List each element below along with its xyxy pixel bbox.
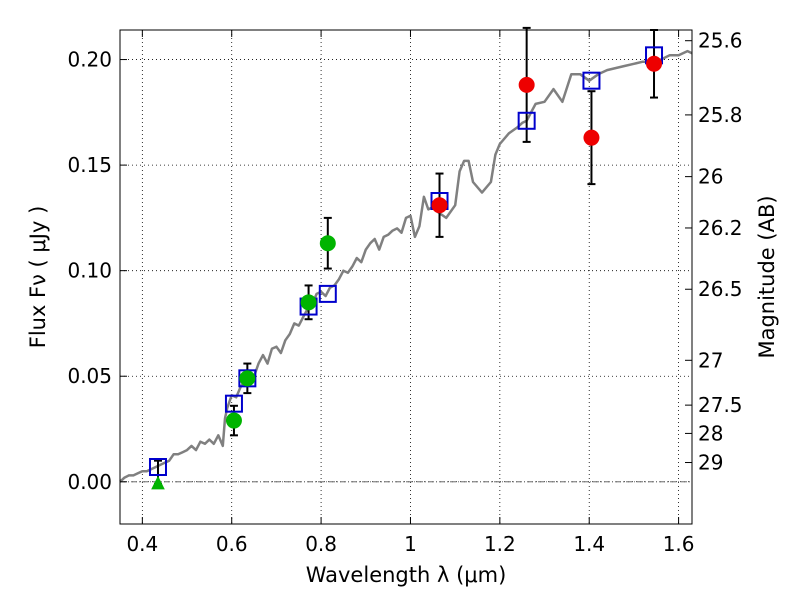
magnitude-tick-labels: 25.6 25.8 26 26.2 26.5 27 27.5 28 29 [698,29,743,475]
x-axis-label: Wavelength λ (μm) [306,563,507,587]
x-tick-labels: 0.4 0.6 0.8 1 1.2 1.4 1.6 [126,532,694,556]
magnitude-tick-label: 26.2 [698,216,743,240]
magnitude-tick-label: 27.5 [698,393,743,417]
magnitude-tick-label: 27 [698,348,723,372]
observed-point-green [319,235,336,252]
y-tick-label: 0.15 [67,153,112,177]
magnitude-tick-label: 26 [698,165,723,189]
error-bars [153,26,659,485]
magnitude-tick-label: 25.6 [698,29,743,53]
observed-point-red [583,129,600,146]
right-axis-label: Magnitude (AB) [755,195,779,358]
magnitude-tick-label: 28 [698,421,723,445]
magnitude-tick-label: 25.8 [698,103,743,127]
model-photometry-square [517,111,536,130]
model-photometry-square [582,71,601,90]
observed-point-red [431,197,448,214]
y-tick-label: 0.05 [67,364,112,388]
x-tick-label: 1.2 [484,532,516,556]
x-tick-label: 1.6 [663,532,695,556]
magnitude-tick-label: 29 [698,451,723,475]
magnitude-tick-label: 26.5 [698,277,743,301]
observed-point-red [518,76,535,93]
axis-ticks [120,30,692,524]
upper-limit-triangle [151,475,165,490]
model-photometry-square [224,394,243,413]
model-photometry-square [148,458,167,476]
model-photometry-square [318,284,337,303]
x-tick-label: 0.4 [126,532,158,556]
model-spectrum [119,49,693,483]
y-tick-label: 0.00 [67,470,112,494]
observed-point-green [225,412,242,429]
y-axis-label: Flux Fν ( μJy ) [26,206,50,349]
model-spectrum-line [119,49,693,483]
observed-point-green [239,370,256,387]
x-tick-label: 1 [404,532,417,556]
y-tick-label: 0.20 [67,48,112,72]
observed-point-red [646,55,663,72]
y-tick-label: 0.10 [67,259,112,283]
y-tick-labels: 0.00 0.05 0.10 0.15 0.20 [67,48,112,494]
x-tick-label: 0.6 [216,532,248,556]
x-tick-label: 1.4 [573,532,605,556]
grid-lines [120,30,692,524]
observed-point-green [300,294,317,311]
data-points [148,46,664,490]
x-tick-label: 0.8 [305,532,337,556]
plot-frame [119,29,693,525]
